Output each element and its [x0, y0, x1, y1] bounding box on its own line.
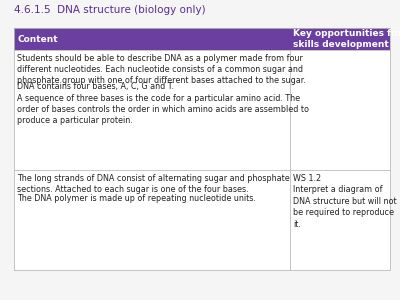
Text: Content: Content	[17, 34, 58, 43]
Text: Students should be able to describe DNA as a polymer made from four
different nu: Students should be able to describe DNA …	[17, 54, 306, 85]
Bar	[14, 28, 390, 50]
Text: The DNA polymer is made up of repeating nucleotide units.: The DNA polymer is made up of repeating …	[17, 194, 256, 203]
Text: The long strands of DNA consist of alternating sugar and phosphate
sections. Att: The long strands of DNA consist of alter…	[17, 174, 290, 194]
Text: Key opportunities for
skills development: Key opportunities for skills development	[293, 29, 400, 49]
Text: DNA contains four bases, A, C, G and T.: DNA contains four bases, A, C, G and T.	[17, 82, 174, 91]
Bar	[14, 50, 390, 170]
Text: A sequence of three bases is the code for a particular amino acid. The
order of : A sequence of three bases is the code fo…	[17, 94, 309, 125]
Text: 4.6.1.5  DNA structure (biology only): 4.6.1.5 DNA structure (biology only)	[14, 5, 206, 15]
Bar	[14, 170, 390, 270]
Text: WS 1.2
Interpret a diagram of
DNA structure but will not
be required to reproduc: WS 1.2 Interpret a diagram of DNA struct…	[293, 174, 397, 229]
